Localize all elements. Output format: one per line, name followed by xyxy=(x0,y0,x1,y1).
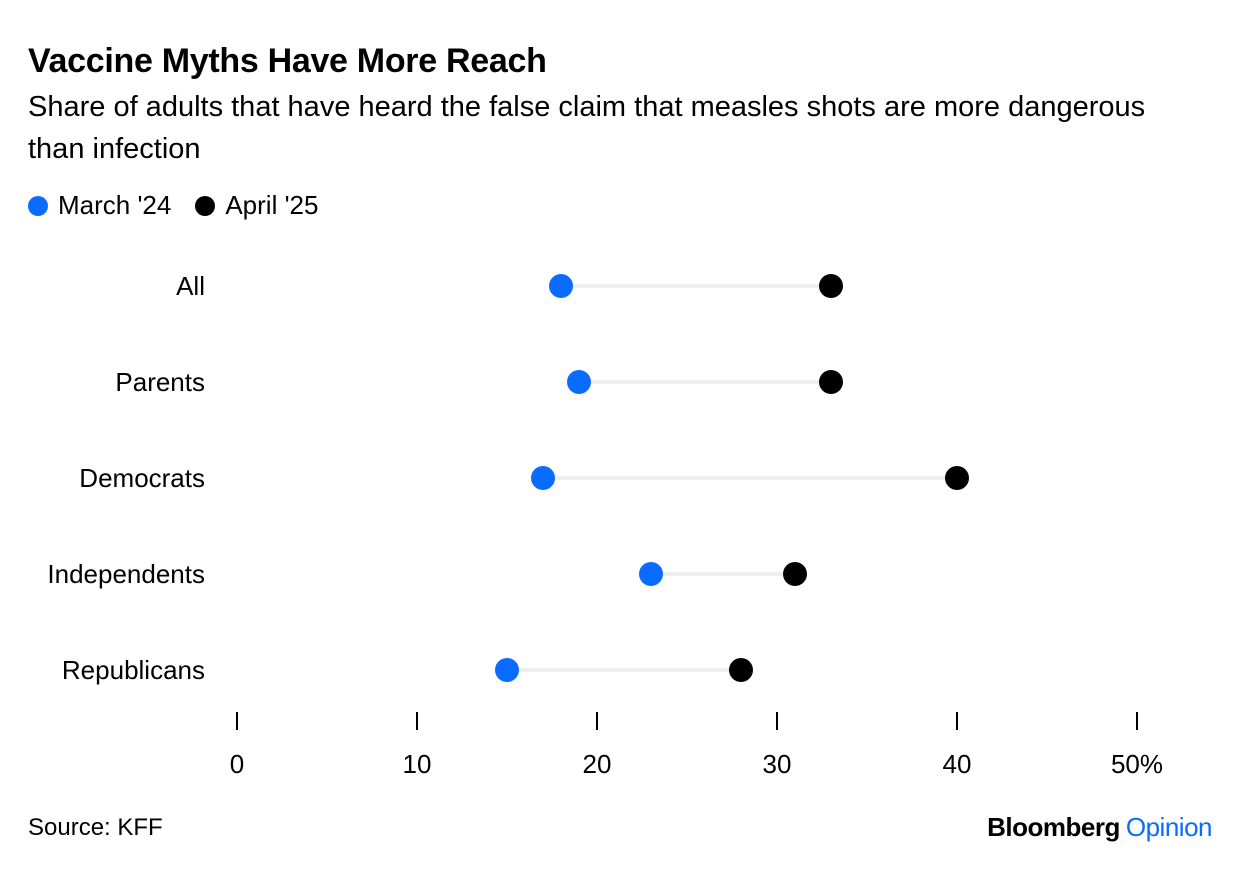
legend-dot-icon xyxy=(28,195,48,216)
point-all-march-24 xyxy=(549,274,573,298)
legend-item-april-25: April '25 xyxy=(195,190,318,221)
point-independents-april-25 xyxy=(783,562,807,586)
chart-title: Vaccine Myths Have More Reach xyxy=(28,42,547,80)
x-tick-label-40: 40 xyxy=(943,749,972,779)
category-label-parents: Parents xyxy=(115,367,205,397)
category-label-all: All xyxy=(176,271,205,301)
x-tick-label-0: 0 xyxy=(230,749,244,779)
point-republicans-april-25 xyxy=(729,658,753,682)
x-tick-label-10: 10 xyxy=(403,749,432,779)
point-independents-march-24 xyxy=(639,562,663,586)
point-parents-april-25 xyxy=(819,370,843,394)
category-label-democrats: Democrats xyxy=(79,463,205,493)
legend-label: April '25 xyxy=(225,190,319,220)
point-democrats-april-25 xyxy=(945,466,969,490)
point-parents-march-24 xyxy=(567,370,591,394)
category-label-independents: Independents xyxy=(47,559,205,589)
point-democrats-march-24 xyxy=(531,466,555,490)
legend-item-march-24: March '24 xyxy=(28,190,171,221)
x-tick-label-20: 20 xyxy=(583,749,612,779)
source-note: Source: KFF xyxy=(28,814,163,841)
x-tick-label-50: 50% xyxy=(1111,749,1163,779)
legend-dot-icon xyxy=(195,195,216,216)
point-republicans-march-24 xyxy=(495,658,519,682)
dot-plot: All Parents Democrats Independents Republica… xyxy=(47,271,1163,779)
chart-subtitle: Share of adults that have heard the fals… xyxy=(28,91,1146,165)
brand-secondary: Opinion xyxy=(1125,812,1213,842)
point-all-april-25 xyxy=(819,274,843,298)
brand-logo: Bloomberg Opinion xyxy=(987,812,1212,843)
legend-label: March '24 xyxy=(58,190,172,220)
brand-primary: Bloomberg xyxy=(987,812,1120,842)
legend: March '24 April '25 xyxy=(28,190,342,221)
x-tick-label-30: 30 xyxy=(763,749,792,779)
category-label-republicans: Republicans xyxy=(62,655,205,685)
